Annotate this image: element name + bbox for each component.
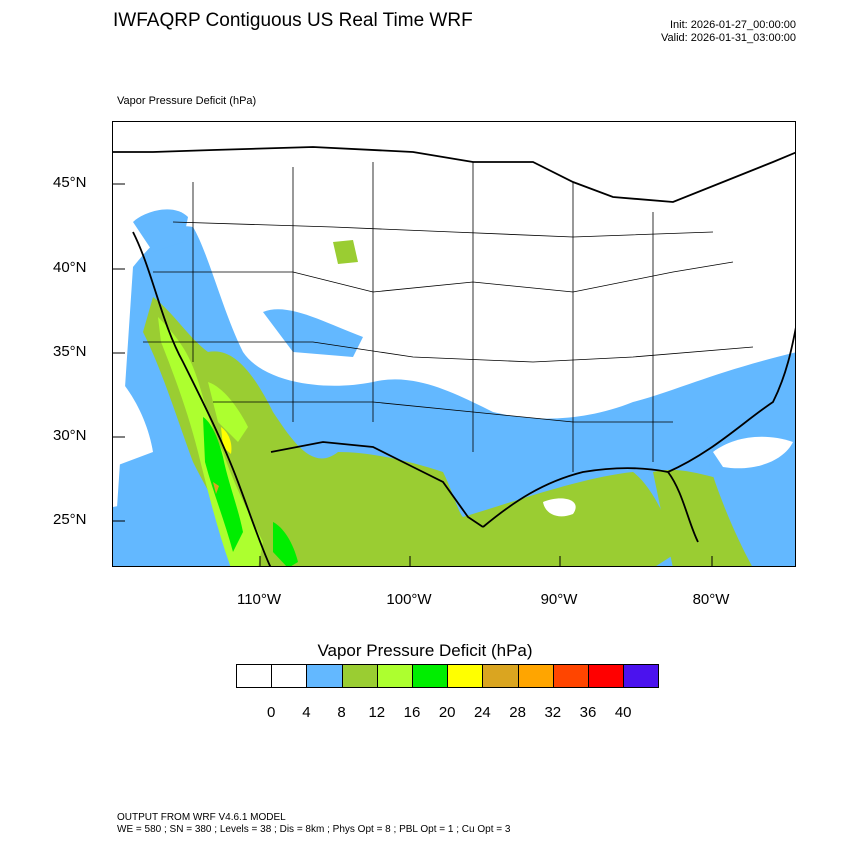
legend-swatch-6 (447, 664, 484, 688)
legend-tick-label: 36 (579, 704, 597, 721)
lat-label-25: 25°N (53, 511, 87, 528)
legend-tick-label: 4 (302, 704, 311, 721)
vpd-map (113, 122, 795, 566)
legend-tick-label: 24 (474, 704, 491, 721)
init-time: Init: 2026-01-27_00:00:00 (670, 19, 796, 31)
frame-ticks (113, 183, 713, 566)
legend-title: Vapor Pressure Deficit (hPa) (317, 641, 533, 660)
vpd-green-regions (203, 417, 298, 566)
lon-label-80w: 80°W (692, 591, 730, 608)
map-panel (112, 121, 796, 567)
lon-label-110w: 110°W (236, 591, 282, 608)
lat-label-30: 30°N (53, 427, 87, 444)
lat-label-35: 35°N (53, 343, 87, 360)
legend-swatch-4 (376, 664, 413, 688)
lon-label-100w: 100°W (386, 591, 432, 608)
map-caption: Vapor Pressure Deficit (hPa) (117, 95, 257, 107)
model-footer-line2: WE = 580 ; SN = 380 ; Levels = 38 ; Dis … (117, 824, 511, 835)
legend-tick-label: 8 (337, 704, 346, 721)
legend-swatch-8 (517, 664, 554, 688)
legend-swatch-3 (341, 664, 378, 688)
legend-swatch-5 (411, 664, 449, 688)
legend-swatch-11 (623, 664, 660, 688)
valid-time: Valid: 2026-01-31_03:00:00 (661, 32, 796, 44)
legend-tick-label: 12 (368, 704, 386, 721)
legend-swatch-0 (236, 664, 273, 688)
model-footer-line1: OUTPUT FROM WRF V4.6.1 MODEL (117, 812, 286, 823)
legend-tick-label: 32 (544, 704, 562, 721)
boundaries (113, 146, 795, 566)
legend-tick-label: 16 (403, 704, 421, 721)
legend-tick-label: 28 (509, 704, 526, 721)
legend-swatch-9 (552, 664, 589, 688)
legend-swatch-2 (306, 664, 343, 688)
lat-label-45: 45°N (53, 174, 87, 191)
legend-swatch-10 (587, 664, 625, 688)
legend-tick-label: 40 (614, 704, 632, 721)
ocean-areas (113, 122, 795, 566)
legend-tick-label: 0 (267, 704, 276, 721)
page-title: IWFAQRP Contiguous US Real Time WRF (113, 10, 473, 31)
legend-swatch-1 (271, 664, 308, 688)
legend-swatch-7 (482, 664, 519, 688)
lon-label-90w: 90°W (540, 591, 578, 608)
lat-label-40: 40°N (53, 259, 87, 276)
color-legend-bar (236, 664, 660, 688)
legend-tick-label: 20 (438, 704, 456, 721)
